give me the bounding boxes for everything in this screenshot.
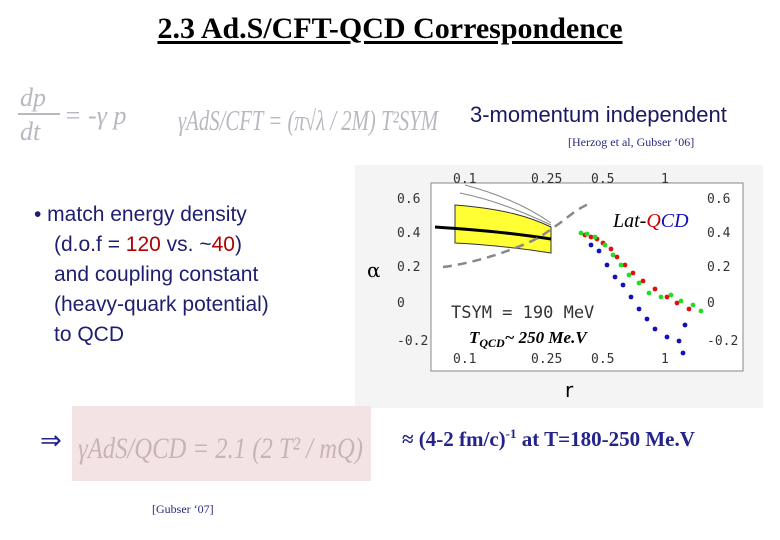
x-tick-label: 1 bbox=[661, 172, 669, 187]
bullet-line-2: (d.o.f = 120 vs. ~40) bbox=[54, 233, 242, 256]
lattice-point-green bbox=[618, 262, 624, 268]
lattice-point-blue bbox=[620, 282, 626, 288]
lattice-point-red bbox=[588, 234, 594, 240]
alpha-plot-svg: 0.1 0.1 0.25 0.25 0.5 0.5 1 1 0.6 0.6 0.4 0.4 0.2 0.2… bbox=[367, 172, 744, 402]
lattice-point-blue bbox=[676, 338, 682, 344]
x-tick-label: 0.1 bbox=[453, 352, 476, 367]
x-tick-label: 0.25 bbox=[531, 172, 562, 187]
lattice-point-blue bbox=[596, 248, 602, 254]
lattice-point-green bbox=[658, 294, 664, 300]
lattice-point-green bbox=[678, 298, 684, 304]
x-tick-label: 0.5 bbox=[591, 172, 614, 187]
slide-title: 2.3 Ad.S/CFT-QCD Correspondence bbox=[157, 12, 623, 45]
lattice-point-red bbox=[640, 278, 646, 284]
formula-bottom: γAdS/QCD = 2.1 (2 T² / mQ) bbox=[78, 432, 363, 465]
x-tick-label: 1 bbox=[661, 352, 669, 367]
drag-coefficient-estimate: ≈ (4-2 fm/c)-1 at T=180-250 Me.V bbox=[402, 426, 695, 451]
lattice-point-blue bbox=[636, 306, 642, 312]
lattice-point-green bbox=[626, 272, 632, 278]
x-tick-label: 0.5 bbox=[591, 352, 614, 367]
x-tick-label: 0.1 bbox=[453, 172, 476, 187]
lattice-point-green bbox=[698, 308, 704, 314]
y-tick-label: 0.2 bbox=[397, 260, 420, 275]
lattice-point-green bbox=[636, 280, 642, 286]
y-tick-label: 0.6 bbox=[707, 192, 730, 207]
lattice-point-green bbox=[578, 230, 584, 236]
formula-bottom-drawing: γAdS/QCD = 2.1 (2 T² / mQ) bbox=[78, 432, 363, 465]
reference-top: [Herzog et al, Gubser ‘06] bbox=[568, 135, 695, 149]
bullet-line-5: to QCD bbox=[54, 323, 125, 346]
lattice-point-green bbox=[646, 290, 652, 296]
reference-bottom: [Gubser ‘07] bbox=[152, 502, 214, 516]
lattice-point-blue bbox=[604, 262, 610, 268]
lattice-point-red bbox=[686, 306, 692, 312]
bullet-line-4: (heavy-quark potential) bbox=[54, 293, 269, 316]
lattice-point-blue bbox=[664, 334, 670, 340]
y-tick-label: 0.4 bbox=[397, 226, 421, 241]
lattice-point-green bbox=[690, 302, 696, 308]
y-tick-label: 0.6 bbox=[397, 192, 420, 207]
lattice-point-red bbox=[608, 246, 614, 252]
y-tick-label: -0.2 bbox=[397, 334, 428, 349]
formula-bottom-box: γAdS/QCD = 2.1 (2 T² / mQ) bbox=[72, 406, 371, 481]
y-tick-label: -0.2 bbox=[707, 334, 738, 349]
dof-value-2: 40 bbox=[211, 233, 235, 256]
lattice-point-red bbox=[622, 262, 628, 268]
lat-qcd-label: Lat-QCD bbox=[612, 210, 689, 232]
y-tick-label: 0 bbox=[707, 296, 715, 311]
x-tick-label: 0.25 bbox=[531, 352, 562, 367]
lattice-point-green bbox=[592, 234, 598, 240]
bullet-list: • match energy density (d.o.f = 120 vs. … bbox=[34, 200, 334, 350]
lattice-point-green bbox=[584, 231, 590, 237]
tqcd-label: TQCD~ 250 Me.V bbox=[469, 328, 588, 350]
dof-value-1: 120 bbox=[125, 233, 161, 256]
momentum-label: 3-momentum independent bbox=[470, 102, 727, 127]
lattice-point-green bbox=[668, 292, 674, 298]
formula-lhs-num: dp bbox=[20, 83, 46, 112]
formula-lhs-den: dt bbox=[20, 117, 41, 146]
alpha-plot: 0.1 0.1 0.25 0.25 0.5 0.5 1 1 0.6 0.6 0.4 0.4 0.2 0.2… bbox=[355, 165, 763, 408]
lattice-point-blue bbox=[652, 326, 658, 332]
lattice-point-red bbox=[664, 294, 670, 300]
y-tick-label: 0.4 bbox=[707, 226, 731, 241]
x-axis-label: r bbox=[565, 378, 574, 402]
y-tick-label: 0.2 bbox=[707, 260, 730, 275]
formula-top-drawing: dp dt = -γ p γAdS/CFT = (π√λ / 2M) T²SYM bbox=[18, 83, 439, 146]
formula-gamma: γAdS/CFT = (π√λ / 2M) T²SYM bbox=[178, 106, 439, 137]
y-tick-label: 0 bbox=[397, 296, 405, 311]
lattice-point-green bbox=[602, 242, 608, 248]
lattice-point-blue bbox=[682, 322, 688, 328]
lattice-point-blue bbox=[588, 242, 594, 248]
bullet-line-3: and coupling constant bbox=[54, 263, 259, 286]
lattice-point-red bbox=[674, 300, 680, 306]
bullet-line-1: • match energy density bbox=[34, 203, 247, 226]
lattice-point-red bbox=[630, 270, 636, 276]
lattice-point-red bbox=[614, 254, 620, 260]
formula-rhs: = -γ p bbox=[64, 101, 126, 130]
lattice-point-red bbox=[652, 286, 658, 292]
tsym-label: TSYM = 190 MeV bbox=[451, 303, 594, 323]
lattice-point-blue bbox=[612, 274, 618, 280]
implies-arrow: ⇒ bbox=[40, 426, 62, 455]
lattice-point-blue bbox=[680, 350, 686, 356]
formula-top: dp dt = -γ p γAdS/CFT = (π√λ / 2M) T²SYM bbox=[16, 82, 446, 152]
lattice-point-green bbox=[610, 252, 616, 258]
y-axis-label: α bbox=[367, 258, 381, 282]
lattice-point-blue bbox=[628, 294, 634, 300]
lattice-point-blue bbox=[644, 316, 650, 322]
